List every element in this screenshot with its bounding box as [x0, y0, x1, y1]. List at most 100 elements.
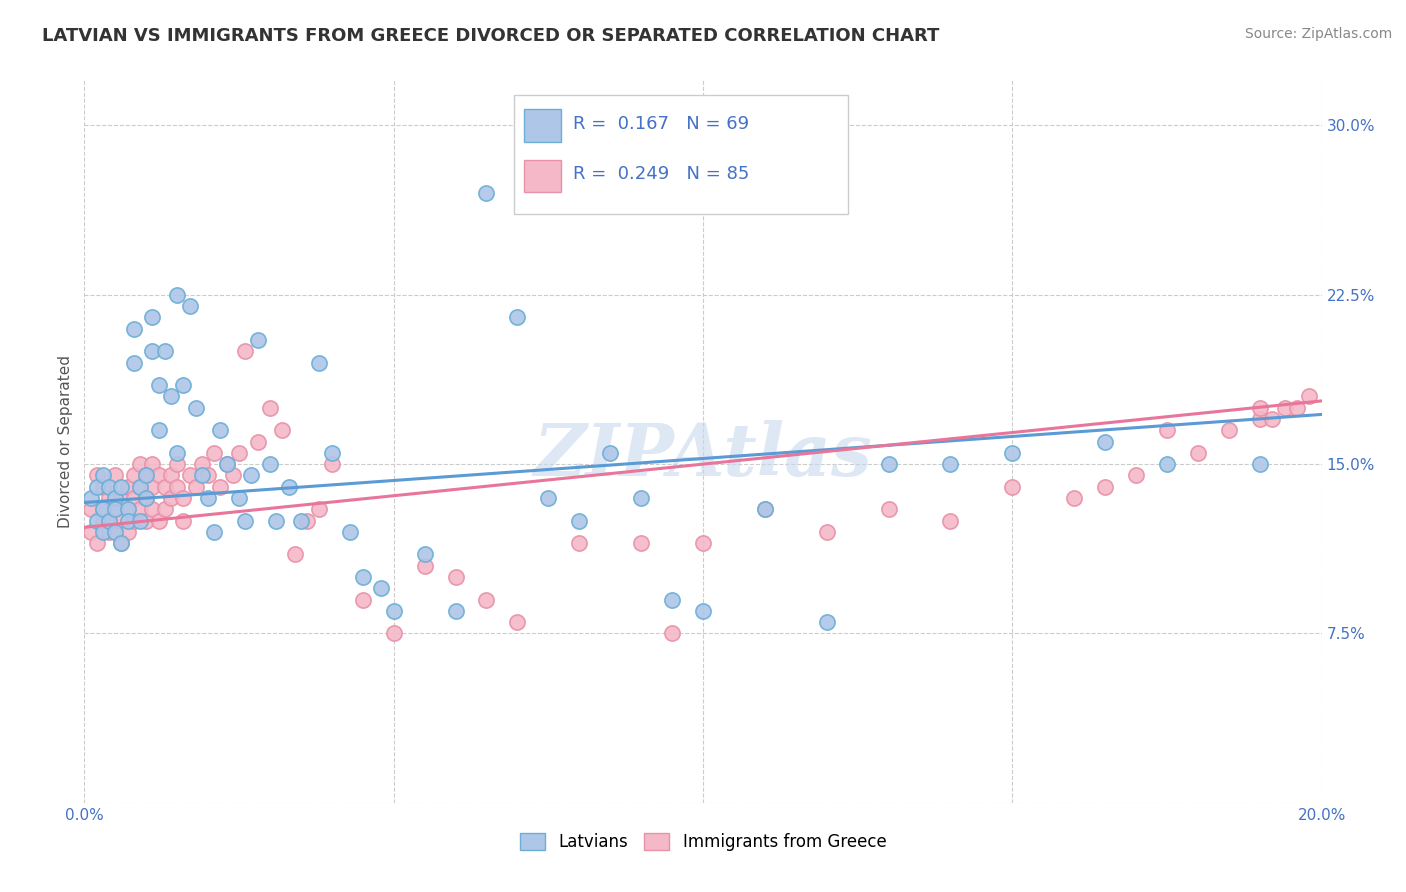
- Point: [148, 468, 170, 483]
- Legend: Latvians, Immigrants from Greece: Latvians, Immigrants from Greece: [512, 825, 894, 860]
- Point: [692, 604, 714, 618]
- Point: [1249, 401, 1271, 415]
- Point: [129, 480, 152, 494]
- Point: [135, 491, 157, 505]
- Point: [117, 502, 139, 516]
- Text: ZIPAtlas: ZIPAtlas: [534, 420, 872, 491]
- Point: [240, 468, 263, 483]
- Point: [1274, 401, 1296, 415]
- Point: [259, 457, 281, 471]
- Point: [475, 592, 498, 607]
- Point: [413, 548, 436, 562]
- Point: [86, 536, 108, 550]
- Point: [754, 502, 776, 516]
- Point: [352, 570, 374, 584]
- Point: [271, 423, 294, 437]
- Point: [321, 457, 343, 471]
- Point: [98, 514, 121, 528]
- Point: [153, 502, 176, 516]
- Point: [1285, 401, 1308, 415]
- Point: [228, 491, 250, 505]
- Point: [1156, 423, 1178, 437]
- Point: [202, 524, 225, 539]
- Text: LATVIAN VS IMMIGRANTS FROM GREECE DIVORCED OR SEPARATED CORRELATION CHART: LATVIAN VS IMMIGRANTS FROM GREECE DIVORC…: [42, 27, 939, 45]
- Text: Source: ZipAtlas.com: Source: ZipAtlas.com: [1244, 27, 1392, 41]
- Point: [308, 355, 330, 369]
- Point: [1298, 389, 1320, 403]
- Point: [129, 457, 152, 471]
- Point: [815, 615, 838, 630]
- Point: [382, 626, 405, 640]
- Bar: [523, 160, 561, 193]
- Point: [939, 457, 962, 471]
- Point: [202, 446, 225, 460]
- Point: [246, 434, 269, 449]
- Point: [197, 491, 219, 505]
- Point: [141, 480, 163, 494]
- Point: [1001, 446, 1024, 460]
- Point: [568, 514, 591, 528]
- Point: [117, 480, 139, 494]
- Point: [209, 423, 232, 437]
- Point: [179, 468, 201, 483]
- Point: [122, 491, 145, 505]
- Point: [321, 446, 343, 460]
- Text: R =  0.167   N = 69: R = 0.167 N = 69: [574, 115, 749, 133]
- Point: [191, 457, 214, 471]
- Point: [79, 524, 101, 539]
- Point: [233, 514, 256, 528]
- Point: [166, 457, 188, 471]
- Point: [104, 502, 127, 516]
- Point: [233, 344, 256, 359]
- Point: [141, 344, 163, 359]
- FancyBboxPatch shape: [513, 95, 848, 214]
- Point: [1249, 457, 1271, 471]
- Y-axis label: Divorced or Separated: Divorced or Separated: [58, 355, 73, 528]
- Point: [184, 480, 207, 494]
- Point: [79, 491, 101, 505]
- Point: [135, 468, 157, 483]
- Point: [568, 536, 591, 550]
- Point: [877, 457, 900, 471]
- Point: [215, 457, 238, 471]
- Point: [1156, 457, 1178, 471]
- Point: [370, 582, 392, 596]
- Point: [135, 514, 157, 528]
- Point: [135, 468, 157, 483]
- Point: [382, 604, 405, 618]
- Point: [122, 514, 145, 528]
- Point: [166, 480, 188, 494]
- Point: [939, 514, 962, 528]
- Point: [104, 468, 127, 483]
- Point: [537, 491, 560, 505]
- Point: [110, 536, 132, 550]
- Point: [661, 626, 683, 640]
- Point: [599, 446, 621, 460]
- Point: [264, 514, 287, 528]
- Point: [166, 446, 188, 460]
- Point: [1001, 480, 1024, 494]
- Point: [630, 491, 652, 505]
- Point: [117, 524, 139, 539]
- Point: [104, 491, 127, 505]
- Point: [98, 514, 121, 528]
- Point: [172, 514, 194, 528]
- Point: [259, 401, 281, 415]
- Bar: [523, 109, 561, 142]
- Point: [172, 491, 194, 505]
- Point: [91, 514, 114, 528]
- Point: [172, 378, 194, 392]
- Point: [79, 502, 101, 516]
- Point: [98, 524, 121, 539]
- Point: [86, 468, 108, 483]
- Point: [506, 615, 529, 630]
- Point: [141, 310, 163, 325]
- Point: [295, 514, 318, 528]
- Point: [129, 502, 152, 516]
- Point: [413, 558, 436, 573]
- Point: [110, 536, 132, 550]
- Point: [148, 514, 170, 528]
- Point: [148, 423, 170, 437]
- Point: [284, 548, 307, 562]
- Point: [339, 524, 361, 539]
